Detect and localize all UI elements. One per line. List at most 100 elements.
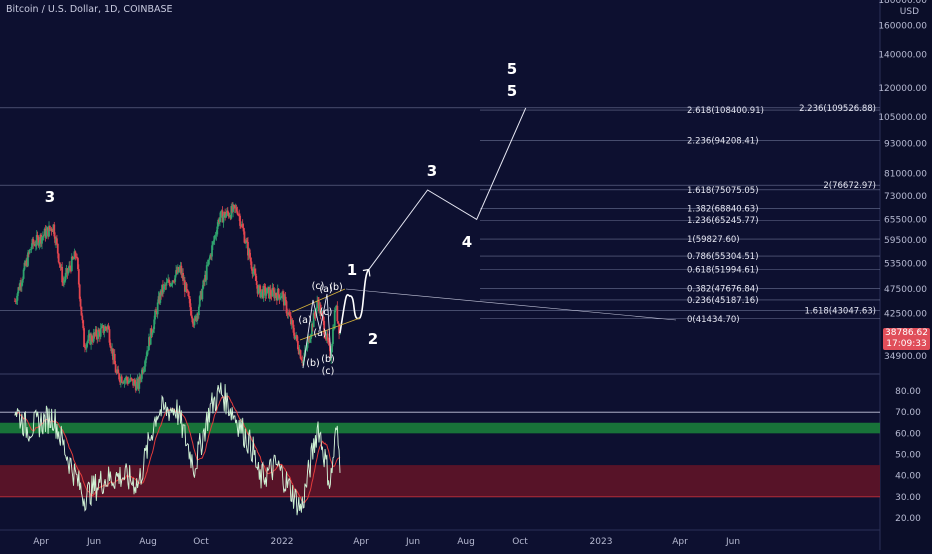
candle-body bbox=[159, 291, 162, 303]
candle-body bbox=[254, 268, 256, 274]
candle-body bbox=[38, 242, 41, 246]
candle-body bbox=[152, 329, 155, 333]
rsi-line-tint bbox=[14, 382, 341, 516]
candle-body bbox=[185, 283, 188, 290]
candle-body bbox=[288, 312, 291, 315]
candle-body bbox=[241, 224, 244, 228]
candle-body bbox=[337, 321, 340, 324]
candle-body bbox=[144, 359, 147, 367]
candle-body bbox=[296, 340, 299, 350]
fib-level-label: 0.382(47676.84) bbox=[687, 284, 759, 294]
candle-body bbox=[260, 291, 262, 298]
candle-body bbox=[147, 350, 149, 352]
candle-body bbox=[233, 204, 235, 206]
candle-body bbox=[95, 329, 98, 337]
candle-body bbox=[36, 235, 39, 238]
wave-label: 3 bbox=[427, 162, 437, 180]
candle-body bbox=[299, 350, 302, 359]
candle-body bbox=[77, 258, 79, 270]
candle-body bbox=[202, 280, 205, 289]
candle-body bbox=[62, 282, 64, 284]
candle-body bbox=[142, 368, 145, 373]
rsi-tick-label: 30.00 bbox=[895, 493, 921, 503]
candle-body bbox=[86, 340, 89, 344]
candle-body bbox=[53, 224, 56, 237]
wave-label: (c) bbox=[322, 366, 335, 377]
wave-label: (c) bbox=[320, 307, 333, 318]
candle-body bbox=[168, 279, 170, 283]
candle-body bbox=[279, 297, 282, 300]
candle-body bbox=[28, 249, 31, 254]
candle-body bbox=[250, 261, 253, 269]
candle-body bbox=[91, 335, 93, 341]
wave-label: 5 bbox=[507, 82, 517, 100]
candle-body bbox=[319, 304, 322, 316]
candle-body bbox=[309, 338, 312, 343]
candle-body bbox=[254, 273, 257, 281]
candle-body bbox=[129, 377, 132, 382]
candle-body bbox=[311, 323, 313, 335]
candle-body bbox=[139, 376, 142, 380]
candle-body bbox=[332, 329, 334, 344]
candle-body bbox=[97, 330, 99, 339]
candle-body bbox=[35, 235, 38, 245]
candle-body bbox=[41, 236, 44, 238]
candle-body bbox=[206, 264, 209, 266]
candle-body bbox=[15, 300, 18, 302]
time-tick-label: Oct bbox=[193, 537, 209, 547]
candle-body bbox=[197, 306, 200, 316]
fib-level-label: 0.618(51994.61) bbox=[687, 265, 759, 275]
candle-body bbox=[219, 217, 221, 223]
candle-body bbox=[172, 280, 175, 282]
candle-body bbox=[45, 230, 48, 238]
trendline-upper bbox=[291, 288, 346, 313]
candle-body bbox=[109, 342, 112, 348]
candle-body bbox=[282, 292, 284, 294]
candle-body bbox=[321, 312, 324, 317]
candle-body bbox=[219, 211, 222, 218]
candle-body bbox=[78, 284, 81, 299]
candle-body bbox=[41, 237, 43, 244]
candle-body bbox=[166, 282, 169, 283]
candle-body bbox=[217, 219, 220, 227]
wave-label: 3 bbox=[45, 188, 55, 206]
fib-level-label: 1(59827.60) bbox=[687, 235, 740, 245]
candle-body bbox=[55, 238, 58, 244]
candle-body bbox=[57, 253, 60, 263]
candle-body bbox=[236, 211, 239, 215]
time-tick-label: Apr bbox=[353, 537, 369, 547]
price-tick-label: 34900.00 bbox=[884, 352, 927, 362]
candle-body bbox=[100, 326, 103, 329]
candle-body bbox=[48, 225, 51, 230]
wave-label: 5 bbox=[507, 60, 517, 78]
fib-level-label: 1.618(75075.05) bbox=[687, 186, 759, 196]
candle-body bbox=[173, 281, 176, 283]
candle-body bbox=[269, 289, 272, 296]
candle-body bbox=[114, 364, 117, 373]
candle-body bbox=[170, 283, 173, 285]
candle-body bbox=[162, 285, 165, 292]
candle-body bbox=[187, 291, 190, 297]
candle-body bbox=[27, 252, 29, 266]
candle-body bbox=[314, 315, 317, 317]
price-tick-label: 81000.00 bbox=[884, 169, 927, 179]
abc-structure bbox=[302, 293, 332, 369]
candle-body bbox=[103, 330, 106, 333]
candle-body bbox=[291, 320, 294, 325]
candle-body bbox=[120, 376, 123, 383]
candle-body bbox=[328, 342, 331, 346]
candle-body bbox=[227, 213, 230, 217]
wave-label: (a) bbox=[298, 315, 311, 326]
candle-body bbox=[82, 320, 85, 329]
candle-body bbox=[252, 271, 255, 274]
candle-body bbox=[80, 306, 83, 316]
candle-body bbox=[249, 257, 252, 262]
fib-level-label: 1.236(65245.77) bbox=[687, 216, 759, 226]
candle-body bbox=[118, 373, 121, 380]
candle-body bbox=[171, 280, 174, 284]
candle-body bbox=[141, 369, 143, 379]
candle-body bbox=[59, 264, 62, 268]
candle-body bbox=[138, 376, 141, 389]
